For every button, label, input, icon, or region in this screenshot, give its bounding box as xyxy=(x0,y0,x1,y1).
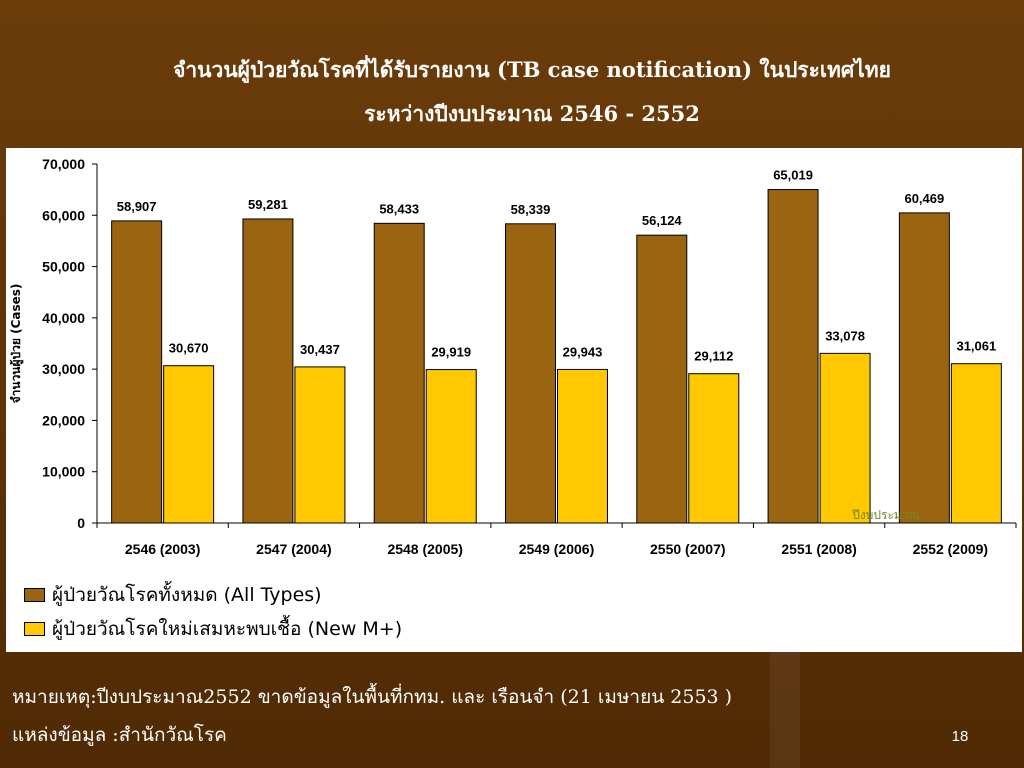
legend-label-new-m: ผู้ป่วยวัณโรคใหม่เสมหะพบเชื้อ (New M+) xyxy=(52,618,403,640)
bar-all-types xyxy=(767,189,819,524)
bar-all-types xyxy=(373,222,425,524)
data-label-new-m: 33,078 xyxy=(825,328,865,343)
data-label-all-types: 56,124 xyxy=(642,213,683,228)
bar-chart: 0 10,000 20,000 30,000 40,000 50,000 60,000 70,… xyxy=(9,156,1017,557)
chart-panel: 0 10,000 20,000 30,000 40,000 50,000 60,000 70,… xyxy=(6,148,1022,652)
bar-new-m xyxy=(950,363,1002,524)
footnote-line-2: แหล่งข้อมูล :สำนักวัณโรค xyxy=(12,724,227,746)
bar-new-m xyxy=(294,366,346,524)
legend-label-all-types: ผู้ป่วยวัณโรคทั้งหมด (All Types) xyxy=(52,584,322,606)
bar-new-m xyxy=(688,373,740,524)
data-label-new-m: 30,670 xyxy=(169,341,209,356)
bar-all-types xyxy=(111,220,163,524)
data-label-new-m: 29,112 xyxy=(694,349,733,364)
bar-all-types xyxy=(636,234,688,524)
x-tick-label: 2551 (2008) xyxy=(781,541,857,557)
y-tick-label: 40,000 xyxy=(42,310,85,326)
x-axis-label: ปีงบประมาณ xyxy=(852,508,920,522)
y-tick-label: 60,000 xyxy=(42,207,85,223)
x-tick-label: 2548 (2005) xyxy=(387,541,463,557)
decorative-stripe xyxy=(770,652,800,768)
x-tick-label: 2550 (2007) xyxy=(650,541,726,557)
footnote-line-1: หมายเหตุ:ปีงบประมาณ2552 ขาดข้อมูลในพื้นท… xyxy=(12,686,733,708)
y-axis-label: จำนวนผู้ป่วย (Cases) xyxy=(9,284,24,404)
x-tick-label: 2549 (2006) xyxy=(519,541,595,557)
bar-new-m xyxy=(163,365,215,524)
bar-new-m xyxy=(819,352,871,524)
bar-all-types xyxy=(898,212,950,524)
legend-item-new-m: ผู้ป่วยวัณโรคใหม่เสมหะพบเชื้อ (New M+) xyxy=(24,612,402,646)
data-label-new-m: 29,943 xyxy=(563,344,603,359)
data-label-new-m: 29,919 xyxy=(431,345,471,360)
chart-legend: ผู้ป่วยวัณโรคทั้งหมด (All Types) ผู้ป่วย… xyxy=(24,578,402,646)
y-tick-label: 50,000 xyxy=(42,259,85,275)
bar-new-m xyxy=(557,368,608,524)
bar-all-types xyxy=(505,223,556,524)
title-line-2: ระหว่างปีงบประมาณ 2546 - 2552 xyxy=(364,101,700,126)
data-label-new-m: 31,061 xyxy=(956,339,996,354)
x-tick-label: 2547 (2004) xyxy=(256,541,332,557)
title-line-1: จำนวนผู้ป่วยวัณโรคที่ได้รับรายงาน (TB ca… xyxy=(173,57,891,82)
y-tick-label: 70,000 xyxy=(42,156,85,172)
slide-title: จำนวนผู้ป่วยวัณโรคที่ได้รับรายงาน (TB ca… xyxy=(60,48,1004,136)
footnote: หมายเหตุ:ปีงบประมาณ2552 ขาดข้อมูลในพื้นท… xyxy=(12,678,992,754)
data-label-new-m: 30,437 xyxy=(300,342,340,357)
data-label-all-types: 59,281 xyxy=(248,197,288,212)
bar-new-m xyxy=(425,369,477,524)
data-label-all-types: 60,469 xyxy=(904,191,944,206)
data-label-all-types: 58,339 xyxy=(511,202,551,217)
data-label-all-types: 65,019 xyxy=(773,168,813,183)
y-tick-label: 20,000 xyxy=(42,412,85,428)
legend-swatch-all-types xyxy=(24,588,45,602)
y-tick-label: 30,000 xyxy=(42,361,85,377)
y-tick-label: 10,000 xyxy=(42,464,85,480)
legend-item-all-types: ผู้ป่วยวัณโรคทั้งหมด (All Types) xyxy=(24,578,402,612)
page-number: 18 xyxy=(951,728,969,745)
legend-swatch-new-m xyxy=(24,622,45,636)
bar-all-types xyxy=(242,218,294,524)
x-tick-label: 2546 (2003) xyxy=(125,541,201,557)
y-tick-label: 0 xyxy=(77,515,85,531)
x-tick-label: 2552 (2009) xyxy=(913,541,989,557)
data-label-all-types: 58,907 xyxy=(117,199,157,214)
data-label-all-types: 58,433 xyxy=(379,201,419,216)
